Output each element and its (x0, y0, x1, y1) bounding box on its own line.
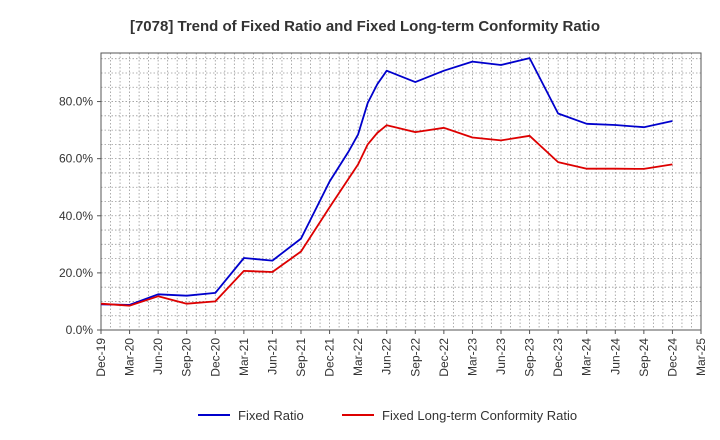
x-tick-label: Dec-24 (665, 338, 679, 377)
x-tick-label: Jun-22 (380, 338, 394, 375)
x-tick-label: Mar-22 (351, 338, 365, 376)
x-axis: Dec-19 Mar-20 Jun-20 Sep-20 Dec-20 Mar-21 Jun-… (94, 330, 708, 377)
x-tick-label: Sep-23 (523, 338, 537, 377)
x-tick-label: Sep-21 (294, 338, 308, 377)
x-tick-label: Dec-19 (94, 338, 108, 377)
series-line-2 (100, 124, 673, 307)
x-tick-label: Dec-21 (323, 338, 337, 377)
x-tick-label: Sep-24 (637, 338, 651, 377)
x-tick-label: Jun-23 (494, 338, 508, 375)
x-tick-label: Mar-23 (465, 338, 479, 376)
y-tick-label: 20.0% (59, 266, 93, 280)
x-tick-label: Jun-24 (608, 338, 622, 375)
y-tick-label: 40.0% (59, 209, 93, 223)
x-tick-label: Jun-20 (151, 338, 165, 375)
y-axis: 0.0% 20.0% 40.0% 60.0% 80.0% (59, 95, 101, 337)
series-layer (100, 57, 673, 307)
x-tick-label: Sep-20 (180, 338, 194, 377)
chart-title: [7078] Trend of Fixed Ratio and Fixed Lo… (130, 18, 600, 35)
x-tick-label: Jun-21 (265, 338, 279, 375)
y-tick-label: 80.0% (59, 95, 93, 109)
grid-layer (100, 53, 702, 331)
x-tick-label: Dec-23 (551, 338, 565, 377)
legend: Fixed Ratio Fixed Long-term Conformity Ra… (198, 408, 577, 423)
x-tick-label: Mar-24 (580, 338, 594, 376)
plot-frame (100, 52, 702, 331)
series-line-1 (100, 57, 673, 306)
x-tick-label: Mar-21 (237, 338, 251, 376)
x-tick-label: Dec-22 (437, 338, 451, 377)
y-tick-label: 0.0% (66, 323, 94, 337)
y-tick-label: 60.0% (59, 152, 93, 166)
x-tick-label: Mar-20 (123, 338, 137, 376)
legend-label-1: Fixed Ratio (238, 408, 304, 423)
x-tick-label: Dec-20 (208, 338, 222, 377)
x-tick-label: Sep-22 (408, 338, 422, 377)
x-tick-label: Mar-25 (694, 338, 708, 376)
legend-label-2: Fixed Long-term Conformity Ratio (382, 408, 577, 423)
